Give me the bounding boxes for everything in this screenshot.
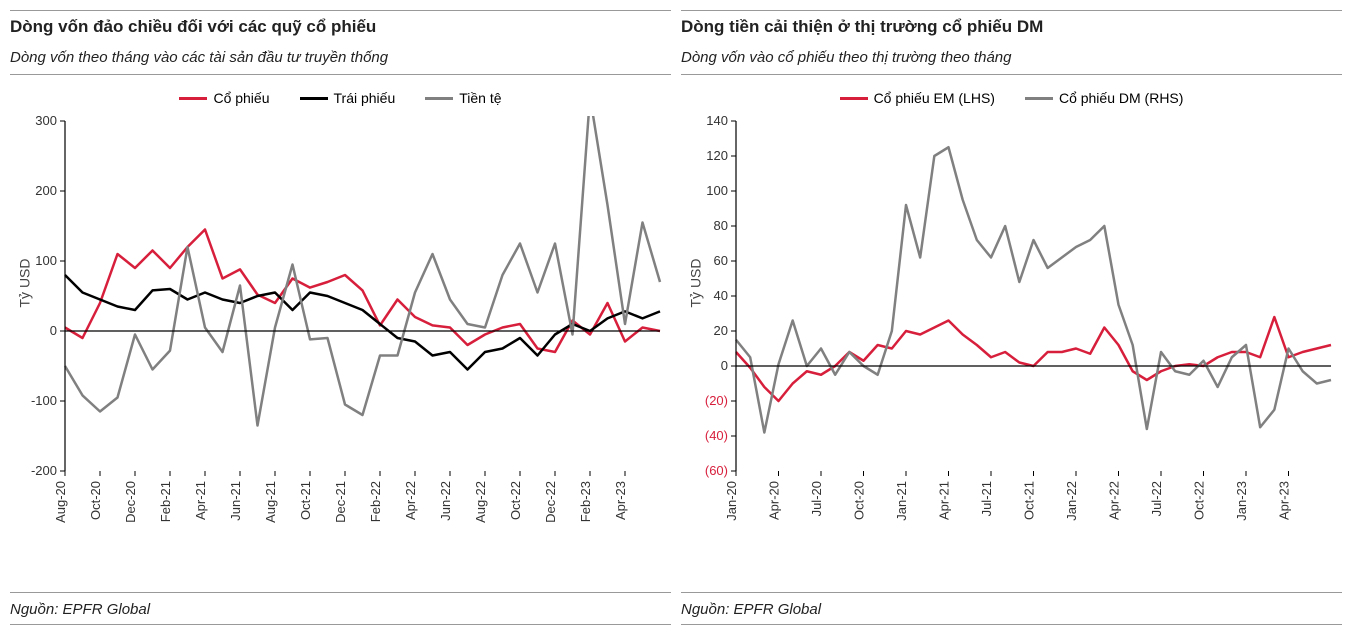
- svg-text:Apr-23: Apr-23: [613, 481, 628, 520]
- svg-text:120: 120: [706, 148, 728, 163]
- svg-text:Oct-21: Oct-21: [298, 481, 313, 520]
- legend-swatch: [1025, 97, 1053, 100]
- svg-text:Dec-21: Dec-21: [333, 481, 348, 523]
- svg-text:Dec-20: Dec-20: [123, 481, 138, 523]
- svg-text:Apr-23: Apr-23: [1277, 481, 1292, 520]
- svg-text:0: 0: [50, 323, 57, 338]
- left-source: Nguồn: EPFR Global: [10, 592, 671, 625]
- legend-item: Cổ phiếu: [179, 90, 269, 106]
- svg-text:100: 100: [35, 253, 57, 268]
- left-ylabel: Tỷ USD: [17, 259, 33, 308]
- legend-label: Cổ phiếu EM (LHS): [874, 90, 995, 106]
- svg-text:20: 20: [714, 323, 728, 338]
- svg-text:Jun-22: Jun-22: [438, 481, 453, 521]
- left-chart-svg: -200 -100 0 100 200 300 Aug-20 Oct-20 Dec-20 Feb-…: [10, 116, 670, 546]
- svg-text:-200: -200: [31, 463, 57, 478]
- right-source: Nguồn: EPFR Global: [681, 592, 1342, 625]
- svg-text:40: 40: [714, 288, 728, 303]
- svg-text:Jan-23: Jan-23: [1234, 481, 1249, 521]
- right-panel: Dòng tiền cải thiện ở thị trường cổ phiế…: [681, 10, 1342, 625]
- svg-text:Jul-21: Jul-21: [979, 481, 994, 516]
- legend-label: Tiền tệ: [459, 90, 501, 106]
- svg-text:Oct-22: Oct-22: [508, 481, 523, 520]
- legend-swatch: [179, 97, 207, 100]
- svg-text:Jul-22: Jul-22: [1149, 481, 1164, 516]
- right-legend: Cổ phiếu EM (LHS) Cổ phiếu DM (RHS): [681, 85, 1342, 116]
- legend-item: Cổ phiếu EM (LHS): [840, 90, 995, 106]
- svg-text:100: 100: [706, 183, 728, 198]
- svg-text:140: 140: [706, 116, 728, 128]
- svg-text:Aug-22: Aug-22: [473, 481, 488, 523]
- svg-text:Jan-22: Jan-22: [1064, 481, 1079, 521]
- legend-swatch: [300, 97, 328, 100]
- svg-text:Feb-22: Feb-22: [368, 481, 383, 522]
- left-title: Dòng vốn đảo chiều đối với các quỹ cổ ph…: [10, 10, 671, 43]
- svg-text:Oct-22: Oct-22: [1192, 481, 1207, 520]
- legend-swatch: [425, 97, 453, 100]
- right-subtitle: Dòng vốn vào cổ phiếu theo thị trường th…: [681, 43, 1342, 75]
- svg-text:Apr-21: Apr-21: [193, 481, 208, 520]
- left-chart-area: Cổ phiếu Trái phiếu Tiền tệ Tỷ USD -200 -10…: [10, 75, 671, 592]
- svg-text:Jul-20: Jul-20: [809, 481, 824, 516]
- svg-text:Jan-20: Jan-20: [724, 481, 739, 521]
- svg-text:(40): (40): [705, 428, 728, 443]
- svg-text:Oct-20: Oct-20: [852, 481, 867, 520]
- right-title: Dòng tiền cải thiện ở thị trường cổ phiế…: [681, 10, 1342, 43]
- left-panel: Dòng vốn đảo chiều đối với các quỹ cổ ph…: [10, 10, 671, 625]
- svg-text:(20): (20): [705, 393, 728, 408]
- legend-swatch: [840, 97, 868, 100]
- legend-label: Cổ phiếu: [213, 90, 269, 106]
- right-chart-area: Cổ phiếu EM (LHS) Cổ phiếu DM (RHS) Tỷ US…: [681, 75, 1342, 592]
- svg-text:Oct-20: Oct-20: [88, 481, 103, 520]
- svg-text:Jun-21: Jun-21: [228, 481, 243, 521]
- left-subtitle: Dòng vốn theo tháng vào các tài sản đầu …: [10, 43, 671, 75]
- svg-text:Jan-21: Jan-21: [894, 481, 909, 521]
- svg-text:200: 200: [35, 183, 57, 198]
- svg-text:300: 300: [35, 116, 57, 128]
- right-chart-svg: (60) (40) (20) 0 20 40 60 80 100 120 140 Jan-20 Apr-…: [681, 116, 1341, 546]
- svg-text:Aug-21: Aug-21: [263, 481, 278, 523]
- svg-text:Oct-21: Oct-21: [1022, 481, 1037, 520]
- left-legend: Cổ phiếu Trái phiếu Tiền tệ: [10, 85, 671, 116]
- svg-text:80: 80: [714, 218, 728, 233]
- svg-text:Apr-22: Apr-22: [403, 481, 418, 520]
- svg-text:Apr-20: Apr-20: [767, 481, 782, 520]
- svg-text:Dec-22: Dec-22: [543, 481, 558, 523]
- legend-item: Tiền tệ: [425, 90, 501, 106]
- legend-label: Cổ phiếu DM (RHS): [1059, 90, 1183, 106]
- svg-text:Feb-21: Feb-21: [158, 481, 173, 522]
- svg-text:Apr-21: Apr-21: [937, 481, 952, 520]
- legend-label: Trái phiếu: [334, 90, 396, 106]
- svg-text:-100: -100: [31, 393, 57, 408]
- svg-text:(60): (60): [705, 463, 728, 478]
- svg-text:60: 60: [714, 253, 728, 268]
- legend-item: Cổ phiếu DM (RHS): [1025, 90, 1183, 106]
- svg-text:Aug-20: Aug-20: [53, 481, 68, 523]
- right-ylabel: Tỷ USD: [688, 259, 704, 308]
- svg-text:Feb-23: Feb-23: [578, 481, 593, 522]
- legend-item: Trái phiếu: [300, 90, 396, 106]
- svg-text:0: 0: [721, 358, 728, 373]
- svg-text:Apr-22: Apr-22: [1107, 481, 1122, 520]
